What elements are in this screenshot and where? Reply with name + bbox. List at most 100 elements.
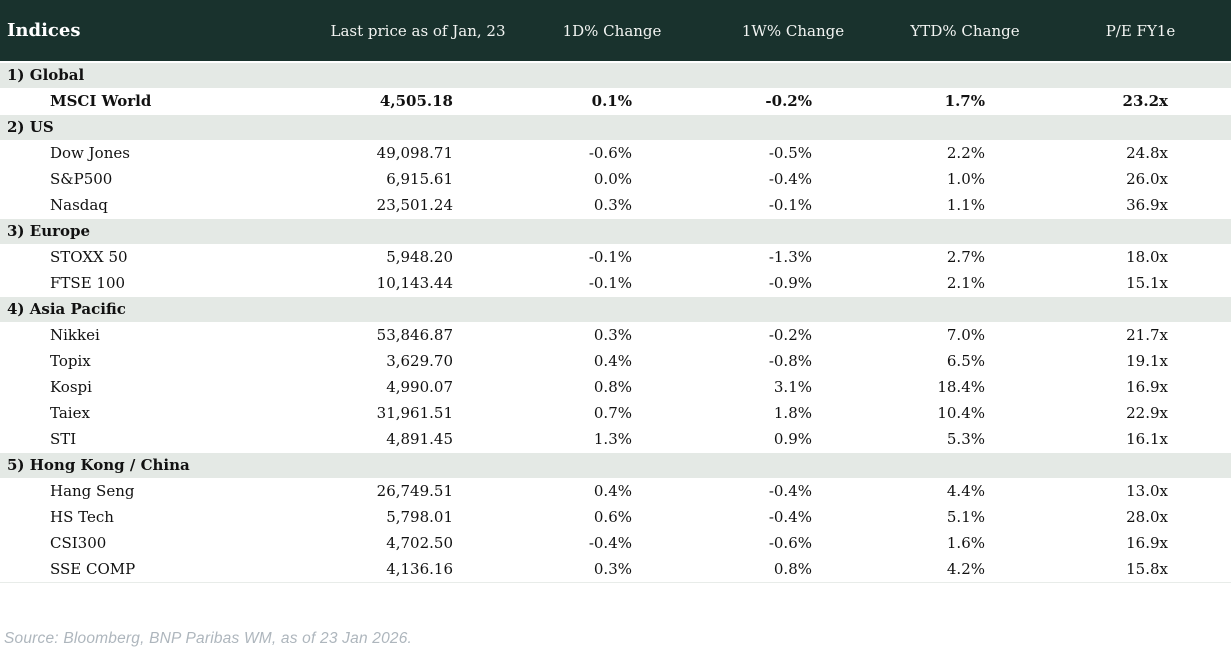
last-price: 49,098.71 xyxy=(318,140,518,166)
pe-ratio: 21.7x xyxy=(1050,322,1231,348)
change-1d: -0.1% xyxy=(518,270,706,296)
change-ytd: 2.2% xyxy=(880,140,1050,166)
table-row: Dow Jones 49,098.71 -0.6% -0.5% 2.2% 24.8x xyxy=(0,140,1231,166)
table-row: SSE COMP 4,136.16 0.3% 0.8% 4.2% 15.8x xyxy=(0,556,1231,582)
change-1d: 0.4% xyxy=(518,348,706,374)
table-row: STOXX 50 5,948.20 -0.1% -1.3% 2.7% 18.0x xyxy=(0,244,1231,270)
change-1d: 0.4% xyxy=(518,478,706,504)
last-price: 4,505.18 xyxy=(318,88,518,114)
table-row: Hang Seng 26,749.51 0.4% -0.4% 4.4% 13.0x xyxy=(0,478,1231,504)
change-ytd: 1.6% xyxy=(880,530,1050,556)
source-note: Source: Bloomberg, BNP Paribas WM, as of… xyxy=(4,630,413,647)
change-1d: -0.6% xyxy=(518,140,706,166)
change-1d: 0.3% xyxy=(518,322,706,348)
section-label: 3) Europe xyxy=(0,217,1231,245)
index-name: Taiex xyxy=(0,400,318,426)
section-row: 1) Global xyxy=(0,61,1231,89)
pe-ratio: 23.2x xyxy=(1050,88,1231,114)
change-1d: 0.1% xyxy=(518,88,706,114)
last-price: 4,136.16 xyxy=(318,556,518,582)
section-row: 2) US xyxy=(0,113,1231,141)
pe-ratio: 16.9x xyxy=(1050,374,1231,400)
table-header-row: Indices Last price as of Jan, 23 1D% Cha… xyxy=(0,0,1231,63)
change-ytd: 4.4% xyxy=(880,478,1050,504)
change-1w: -1.3% xyxy=(706,244,880,270)
col-header-1d-change: 1D% Change xyxy=(518,0,706,63)
change-1w: -0.6% xyxy=(706,530,880,556)
change-ytd: 6.5% xyxy=(880,348,1050,374)
table-row: Taiex 31,961.51 0.7% 1.8% 10.4% 22.9x xyxy=(0,400,1231,426)
change-ytd: 5.1% xyxy=(880,504,1050,530)
index-name: STOXX 50 xyxy=(0,244,318,270)
pe-ratio: 16.9x xyxy=(1050,530,1231,556)
table-row: CSI300 4,702.50 -0.4% -0.6% 1.6% 16.9x xyxy=(0,530,1231,556)
change-1w: -0.2% xyxy=(706,322,880,348)
change-1w: -0.8% xyxy=(706,348,880,374)
col-header-pe: P/E FY1e xyxy=(1050,0,1231,63)
last-price: 31,961.51 xyxy=(318,400,518,426)
col-header-ytd-change: YTD% Change xyxy=(880,0,1050,63)
change-ytd: 2.1% xyxy=(880,270,1050,296)
change-1d: 0.6% xyxy=(518,504,706,530)
change-1w: 0.8% xyxy=(706,556,880,582)
change-1w: -0.4% xyxy=(706,504,880,530)
change-ytd: 7.0% xyxy=(880,322,1050,348)
last-price: 23,501.24 xyxy=(318,192,518,218)
pe-ratio: 22.9x xyxy=(1050,400,1231,426)
index-name: Dow Jones xyxy=(0,140,318,166)
change-ytd: 18.4% xyxy=(880,374,1050,400)
table-row: Kospi 4,990.07 0.8% 3.1% 18.4% 16.9x xyxy=(0,374,1231,400)
change-ytd: 5.3% xyxy=(880,426,1050,452)
index-name: MSCI World xyxy=(0,88,318,114)
change-1w: 1.8% xyxy=(706,400,880,426)
last-price: 5,798.01 xyxy=(318,504,518,530)
table-row: Topix 3,629.70 0.4% -0.8% 6.5% 19.1x xyxy=(0,348,1231,374)
table-row: Nikkei 53,846.87 0.3% -0.2% 7.0% 21.7x xyxy=(0,322,1231,348)
section-row: 4) Asia Pacific xyxy=(0,295,1231,323)
pe-ratio: 24.8x xyxy=(1050,140,1231,166)
index-name: Kospi xyxy=(0,374,318,400)
change-1w: -0.1% xyxy=(706,192,880,218)
change-1d: 0.0% xyxy=(518,166,706,192)
change-1d: 0.7% xyxy=(518,400,706,426)
col-header-indices: Indices xyxy=(0,0,318,63)
col-header-1w-change: 1W% Change xyxy=(706,0,880,63)
table-row: S&P500 6,915.61 0.0% -0.4% 1.0% 26.0x xyxy=(0,166,1231,192)
last-price: 6,915.61 xyxy=(318,166,518,192)
change-ytd: 1.0% xyxy=(880,166,1050,192)
index-name: FTSE 100 xyxy=(0,270,318,296)
last-price: 26,749.51 xyxy=(318,478,518,504)
section-label: 1) Global xyxy=(0,61,1231,89)
change-1d: 1.3% xyxy=(518,426,706,452)
table-row: HS Tech 5,798.01 0.6% -0.4% 5.1% 28.0x xyxy=(0,504,1231,530)
last-price: 53,846.87 xyxy=(318,322,518,348)
change-1d: 0.3% xyxy=(518,556,706,582)
pe-ratio: 18.0x xyxy=(1050,244,1231,270)
pe-ratio: 26.0x xyxy=(1050,166,1231,192)
indices-table: Indices Last price as of Jan, 23 1D% Cha… xyxy=(0,0,1231,583)
change-ytd: 4.2% xyxy=(880,556,1050,582)
change-1d: -0.4% xyxy=(518,530,706,556)
change-1w: -0.4% xyxy=(706,166,880,192)
pe-ratio: 16.1x xyxy=(1050,426,1231,452)
pe-ratio: 13.0x xyxy=(1050,478,1231,504)
change-ytd: 10.4% xyxy=(880,400,1050,426)
col-header-last-price: Last price as of Jan, 23 xyxy=(318,0,518,63)
change-ytd: 1.7% xyxy=(880,88,1050,114)
pe-ratio: 15.8x xyxy=(1050,556,1231,582)
last-price: 10,143.44 xyxy=(318,270,518,296)
last-price: 5,948.20 xyxy=(318,244,518,270)
index-name: Nasdaq xyxy=(0,192,318,218)
change-1d: 0.8% xyxy=(518,374,706,400)
index-name: Hang Seng xyxy=(0,478,318,504)
change-1d: -0.1% xyxy=(518,244,706,270)
section-label: 2) US xyxy=(0,113,1231,141)
change-1d: 0.3% xyxy=(518,192,706,218)
pe-ratio: 15.1x xyxy=(1050,270,1231,296)
table-row: FTSE 100 10,143.44 -0.1% -0.9% 2.1% 15.1x xyxy=(0,270,1231,296)
change-1w: -0.5% xyxy=(706,140,880,166)
pe-ratio: 19.1x xyxy=(1050,348,1231,374)
last-price: 4,990.07 xyxy=(318,374,518,400)
index-name: STI xyxy=(0,426,318,452)
